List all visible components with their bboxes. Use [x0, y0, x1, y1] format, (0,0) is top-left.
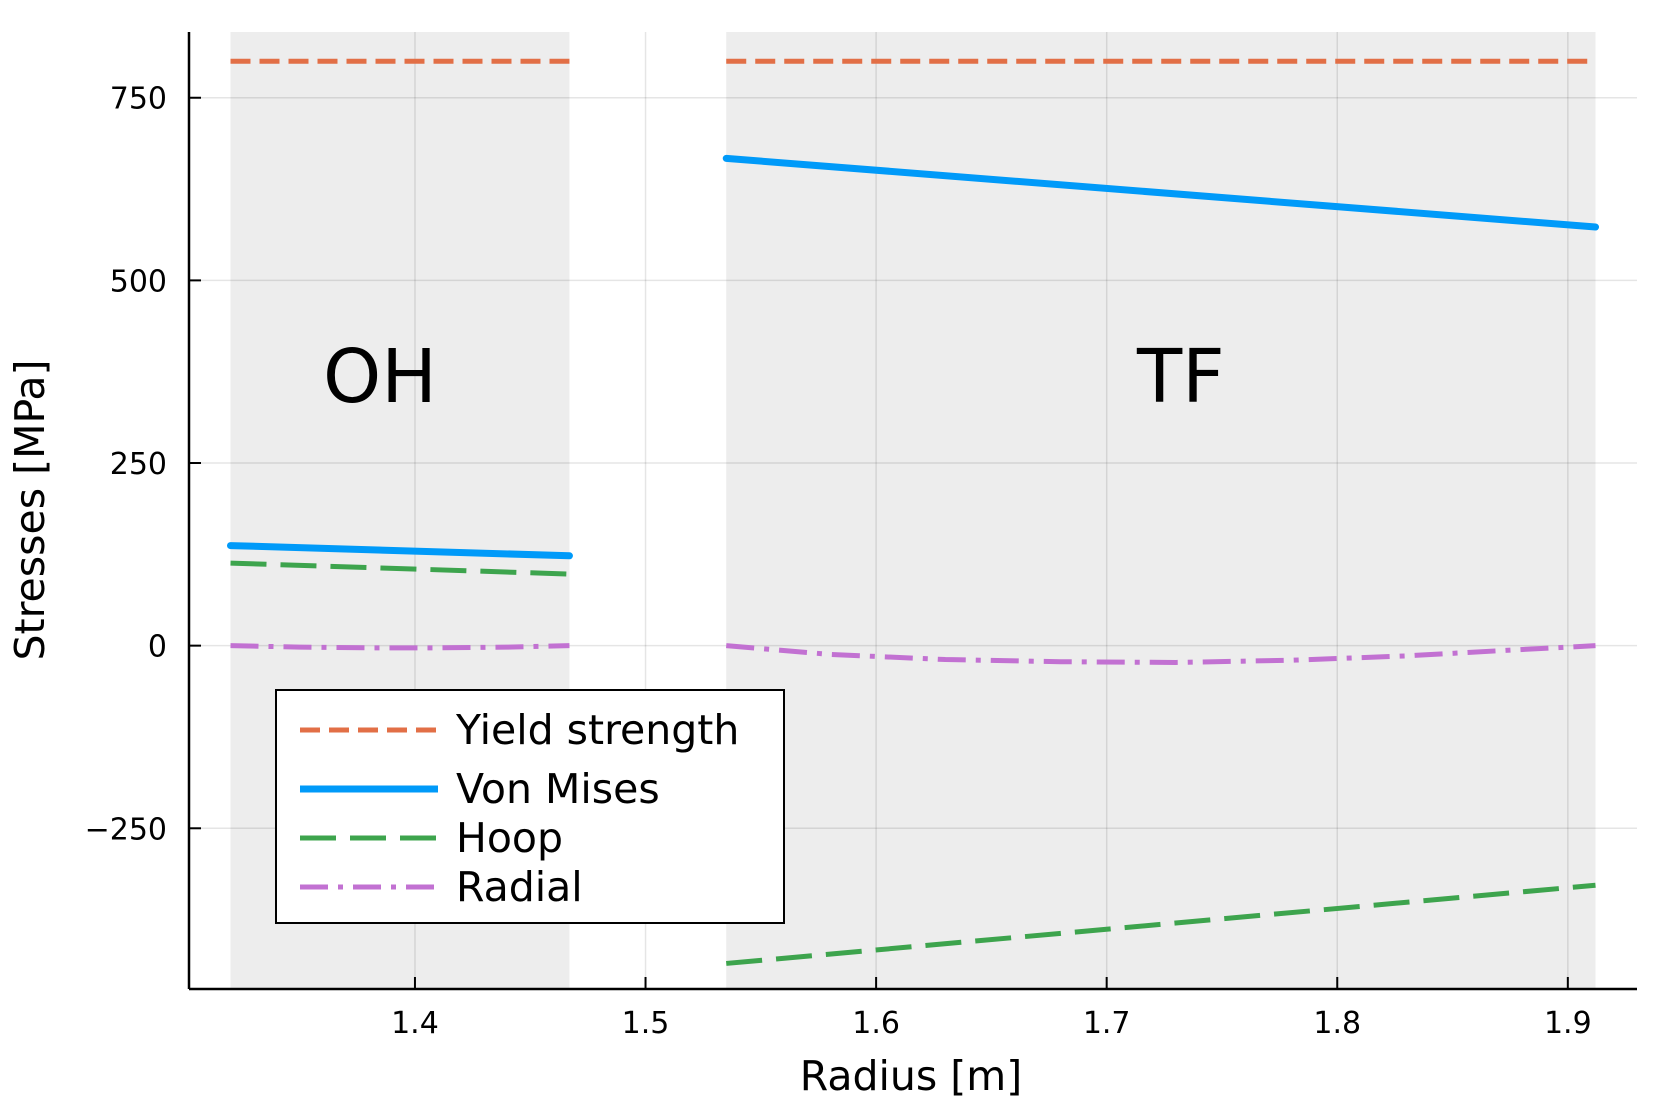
x-axis-label: Radius [m]: [800, 1052, 1022, 1100]
x-tick-label: 1.9: [1544, 1006, 1592, 1041]
y-tick-label: 0: [148, 630, 167, 665]
radial-line-1: [230, 643, 570, 651]
region-tf: [726, 32, 1596, 989]
axes: [187, 32, 1637, 991]
hoop-line-1: [230, 560, 570, 577]
y-tick-label: 250: [110, 447, 167, 482]
y-tick-label: 750: [110, 82, 167, 117]
region-label-oh: OH: [323, 334, 437, 420]
series-lines: [227, 58, 1599, 966]
y-tick-label: −250: [85, 812, 167, 847]
von-mises-line-2: [722, 154, 1599, 231]
x-tick-label: 1.8: [1313, 1006, 1361, 1041]
von-mises-line-1: [227, 542, 573, 560]
legend-label-von-mises: Von Mises: [456, 765, 660, 813]
tick-labels: 1.4 1.5 1.6 1.7 1.8 1.9 −250 0 250 500 750: [85, 82, 1592, 1041]
x-tick-label: 1.5: [622, 1006, 670, 1041]
region-label-tf: TF: [1136, 334, 1225, 420]
x-tick-label: 1.7: [1083, 1006, 1131, 1041]
x-tick-label: 1.6: [852, 1006, 900, 1041]
legend-label-hoop: Hoop: [456, 814, 563, 862]
hoop-line-2: [726, 882, 1596, 966]
legend-label-radial: Radial: [456, 863, 583, 911]
y-tick-label: 500: [110, 264, 167, 299]
x-tick-label: 1.4: [391, 1006, 439, 1041]
y-axis-label: Stresses [MPa]: [6, 360, 54, 661]
region-labels: OH TF: [323, 334, 1225, 420]
radial-line-2: [726, 643, 1596, 665]
legend-label-yield-strength: Yield strength: [455, 706, 739, 754]
